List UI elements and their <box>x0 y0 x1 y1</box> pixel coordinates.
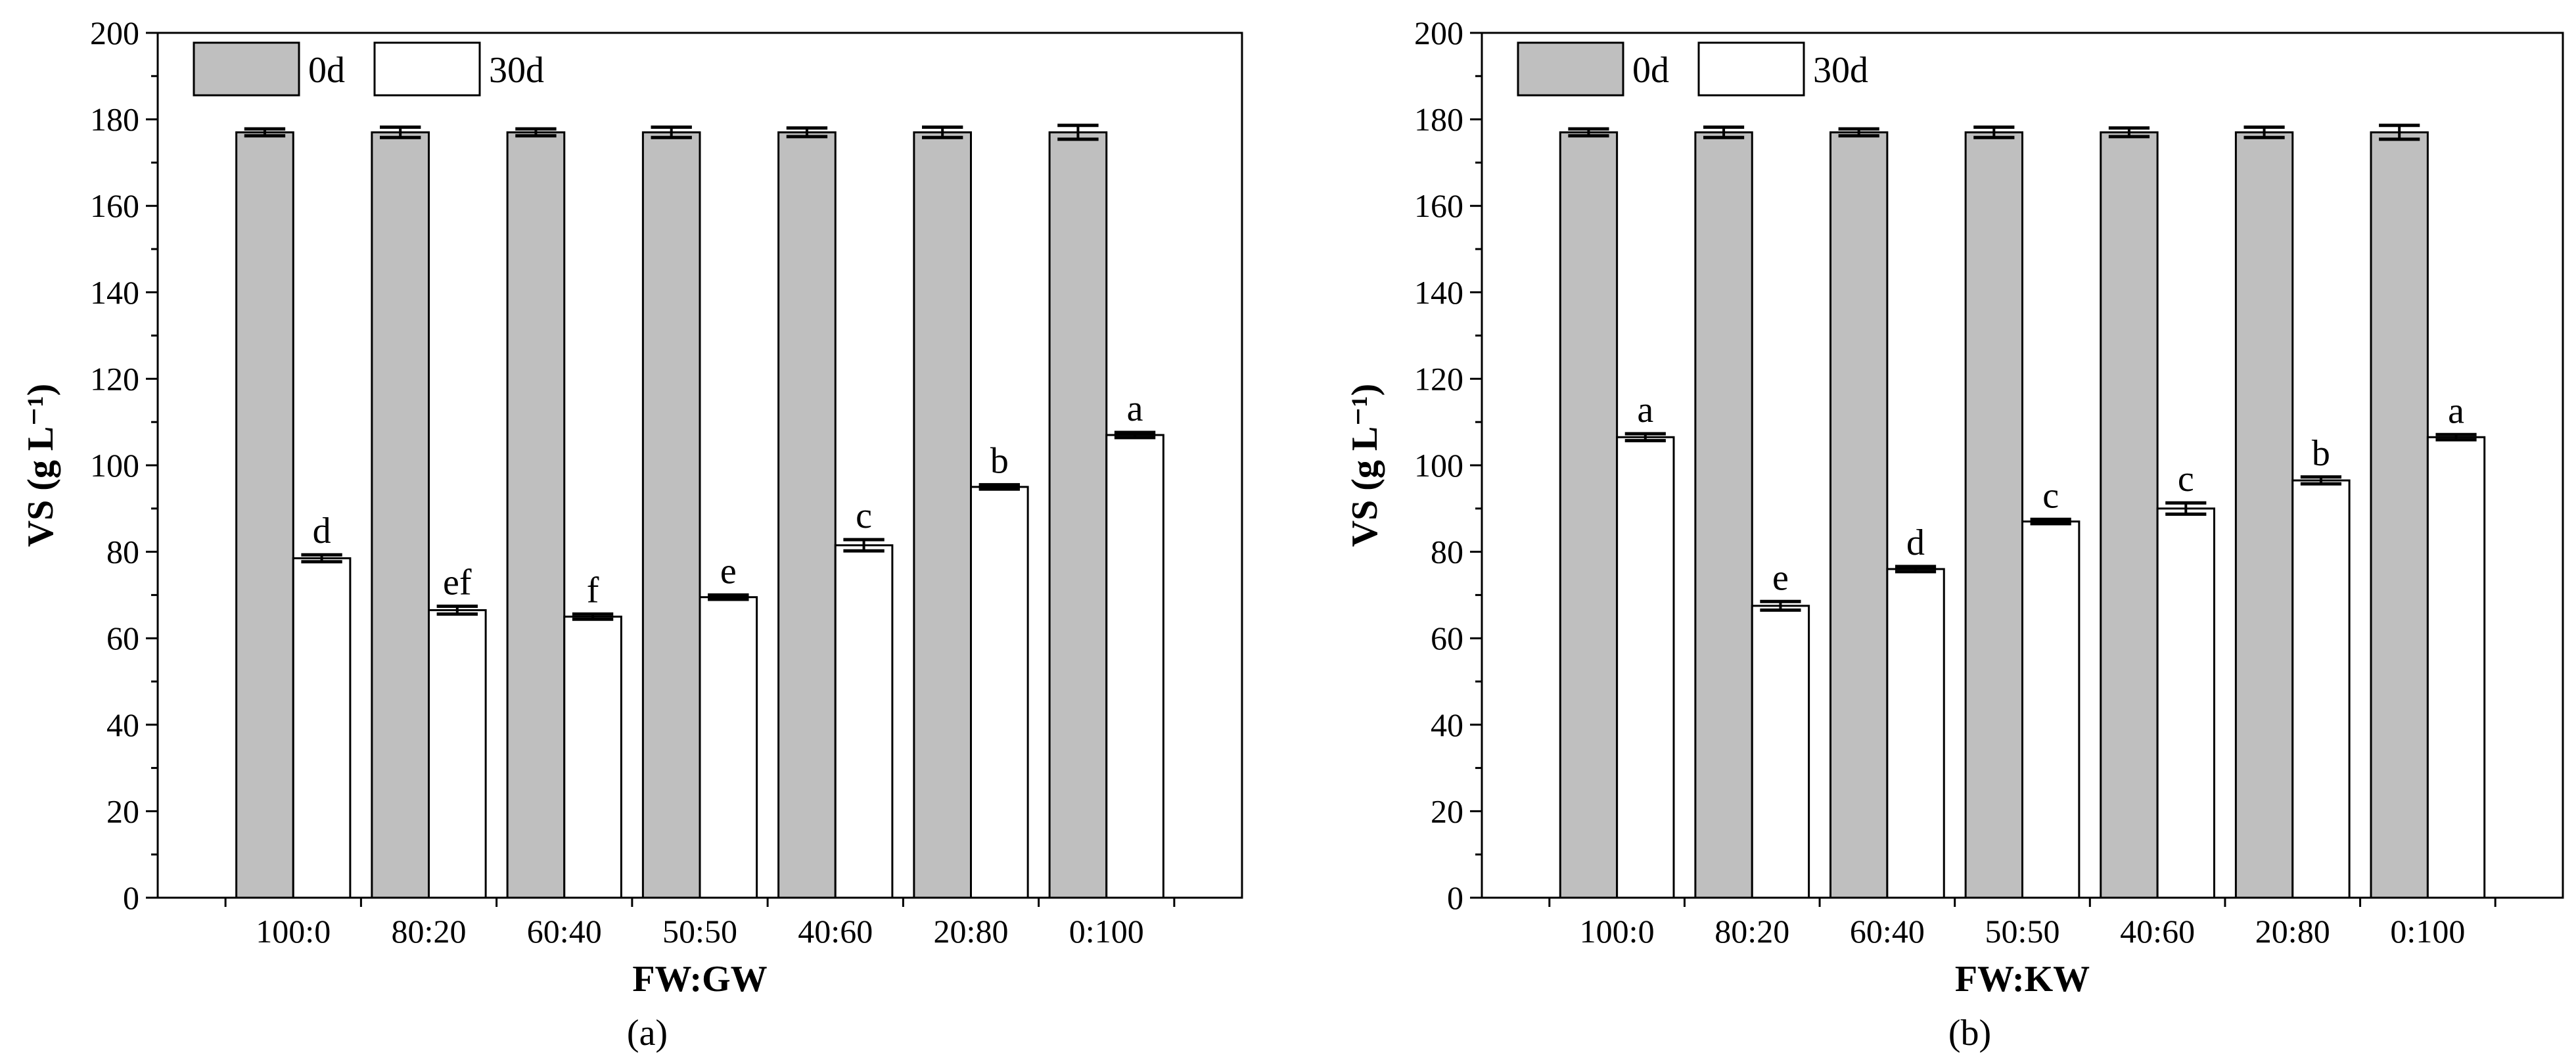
x-tick-label-40-60: 40:60 <box>798 913 873 950</box>
y-tick-label: 180 <box>90 101 139 138</box>
y-tick-label: 160 <box>1414 187 1463 224</box>
x-tick-label-0-100: 0:100 <box>2390 913 2465 950</box>
x-tick-label-0-100: 0:100 <box>1069 913 1144 950</box>
bar-0d-60-40 <box>506 131 566 899</box>
y-tick-label: 60 <box>1431 620 1463 657</box>
x-tick-label-50-50: 50:50 <box>662 913 737 950</box>
x-tick-label-60-40: 60:40 <box>1850 913 1925 950</box>
legend: 0d 30d <box>193 41 544 97</box>
legend: 0d 30d <box>1517 41 1868 97</box>
x-tick-label-100-0: 100:0 <box>256 913 331 950</box>
x-tick-label-80-20: 80:20 <box>392 913 467 950</box>
y-tick-label: 100 <box>1414 447 1463 484</box>
y-tick-label: 200 <box>1414 14 1463 51</box>
legend-swatch-30d <box>1697 41 1805 97</box>
significance-label-0-100: a <box>1127 388 1143 429</box>
significance-label-40-60: c <box>2178 459 2194 499</box>
bar-0d-0-100 <box>2370 131 2429 899</box>
x-axis-title: FW:GW <box>632 959 767 1000</box>
bar-30d-40-60 <box>834 544 894 899</box>
significance-label-100-0: a <box>1637 390 1653 430</box>
significance-label-80-20: ef <box>443 563 472 603</box>
bar-30d-50-50 <box>2021 520 2081 899</box>
y-tick-label: 20 <box>1431 793 1463 829</box>
bar-0d-20-80 <box>2234 131 2294 899</box>
chart-panel-b: a 100:0 e 80:20 d 60:40 c 50:50 c 40:60 b 20:80 a 0:1… <box>1345 14 2564 1053</box>
y-tick-label: 200 <box>90 14 139 51</box>
bar-0d-50-50 <box>1964 131 2023 899</box>
panel-label: (b) <box>1948 1013 1991 1053</box>
bar-30d-40-60 <box>2156 507 2215 899</box>
x-tick-label-20-80: 20:80 <box>2255 913 2330 950</box>
bar-30d-60-40 <box>1886 568 1945 899</box>
y-tick-label: 0 <box>1447 879 1463 916</box>
bar-30d-80-20 <box>1751 605 1810 899</box>
bar-0d-80-20 <box>1694 131 1753 899</box>
bar-30d-100-0 <box>292 557 352 899</box>
bar-0d-20-80 <box>913 131 972 899</box>
x-tick-label-20-80: 20:80 <box>934 913 1009 950</box>
bar-0d-50-50 <box>641 131 701 899</box>
bar-0d-100-0 <box>235 131 294 899</box>
legend-label-0d: 0d <box>308 50 345 91</box>
bar-30d-60-40 <box>563 615 622 899</box>
x-tick-label-40-60: 40:60 <box>2120 913 2195 950</box>
significance-label-20-80: b <box>2312 433 2330 474</box>
significance-label-60-40: f <box>587 570 599 611</box>
bar-0d-0-100 <box>1048 131 1108 899</box>
bar-0d-100-0 <box>1559 131 1619 899</box>
significance-label-100-0: d <box>313 511 331 551</box>
bar-0d-80-20 <box>371 131 430 899</box>
bar-30d-20-80 <box>2291 479 2351 899</box>
y-tick-label: 80 <box>1431 534 1463 570</box>
significance-label-60-40: d <box>1906 522 1925 563</box>
y-tick-label: 180 <box>1414 101 1463 138</box>
bar-30d-0-100 <box>1105 434 1164 899</box>
bar-30d-80-20 <box>428 609 487 899</box>
significance-label-0-100: a <box>2448 390 2464 431</box>
legend-swatch-0d <box>193 41 300 97</box>
y-tick-label: 120 <box>90 360 139 397</box>
y-axis-title: VS (g L⁻¹) <box>20 384 61 547</box>
y-tick-label: 140 <box>90 274 139 311</box>
bar-30d-20-80 <box>970 486 1029 899</box>
bar-30d-50-50 <box>699 596 758 899</box>
bar-0d-60-40 <box>1829 131 1889 899</box>
y-tick-label: 0 <box>123 879 139 916</box>
y-axis-title: VS (g L⁻¹) <box>1345 384 1385 547</box>
bar-30d-100-0 <box>1616 436 1675 899</box>
y-tick-label: 40 <box>106 706 139 743</box>
bar-30d-0-100 <box>2426 436 2486 899</box>
significance-label-40-60: c <box>856 496 872 536</box>
y-tick-label: 140 <box>1414 274 1463 311</box>
bar-0d-40-60 <box>2100 131 2159 899</box>
x-tick-label-60-40: 60:40 <box>527 913 602 950</box>
y-tick-label: 160 <box>90 187 139 224</box>
y-tick-label: 40 <box>1431 706 1463 743</box>
significance-label-50-50: e <box>720 551 737 591</box>
y-tick-label: 60 <box>106 620 139 657</box>
significance-label-20-80: b <box>990 441 1009 482</box>
x-tick-label-100-0: 100:0 <box>1580 913 1655 950</box>
x-tick-label-50-50: 50:50 <box>1985 913 2060 950</box>
legend-label-30d: 30d <box>1813 50 1868 91</box>
legend-swatch-30d <box>373 41 481 97</box>
panel-label: (a) <box>627 1013 668 1053</box>
y-tick-label: 120 <box>1414 360 1463 397</box>
y-tick-label: 20 <box>106 793 139 829</box>
chart-panel-a: d 100:0 ef 80:20 f 60:40 e 50:50 c 40:60 b 20:80 a 0:… <box>20 14 1243 1053</box>
bar-0d-40-60 <box>777 131 837 899</box>
y-tick-label: 100 <box>90 447 139 484</box>
legend-label-30d: 30d <box>489 50 544 91</box>
legend-label-0d: 0d <box>1632 50 1669 91</box>
x-axis-title: FW:KW <box>1955 959 2090 1000</box>
significance-label-50-50: c <box>2042 475 2059 516</box>
y-tick-label: 80 <box>106 534 139 570</box>
significance-label-80-20: e <box>1772 557 1789 598</box>
legend-swatch-0d <box>1517 41 1624 97</box>
x-tick-label-80-20: 80:20 <box>1714 913 1789 950</box>
